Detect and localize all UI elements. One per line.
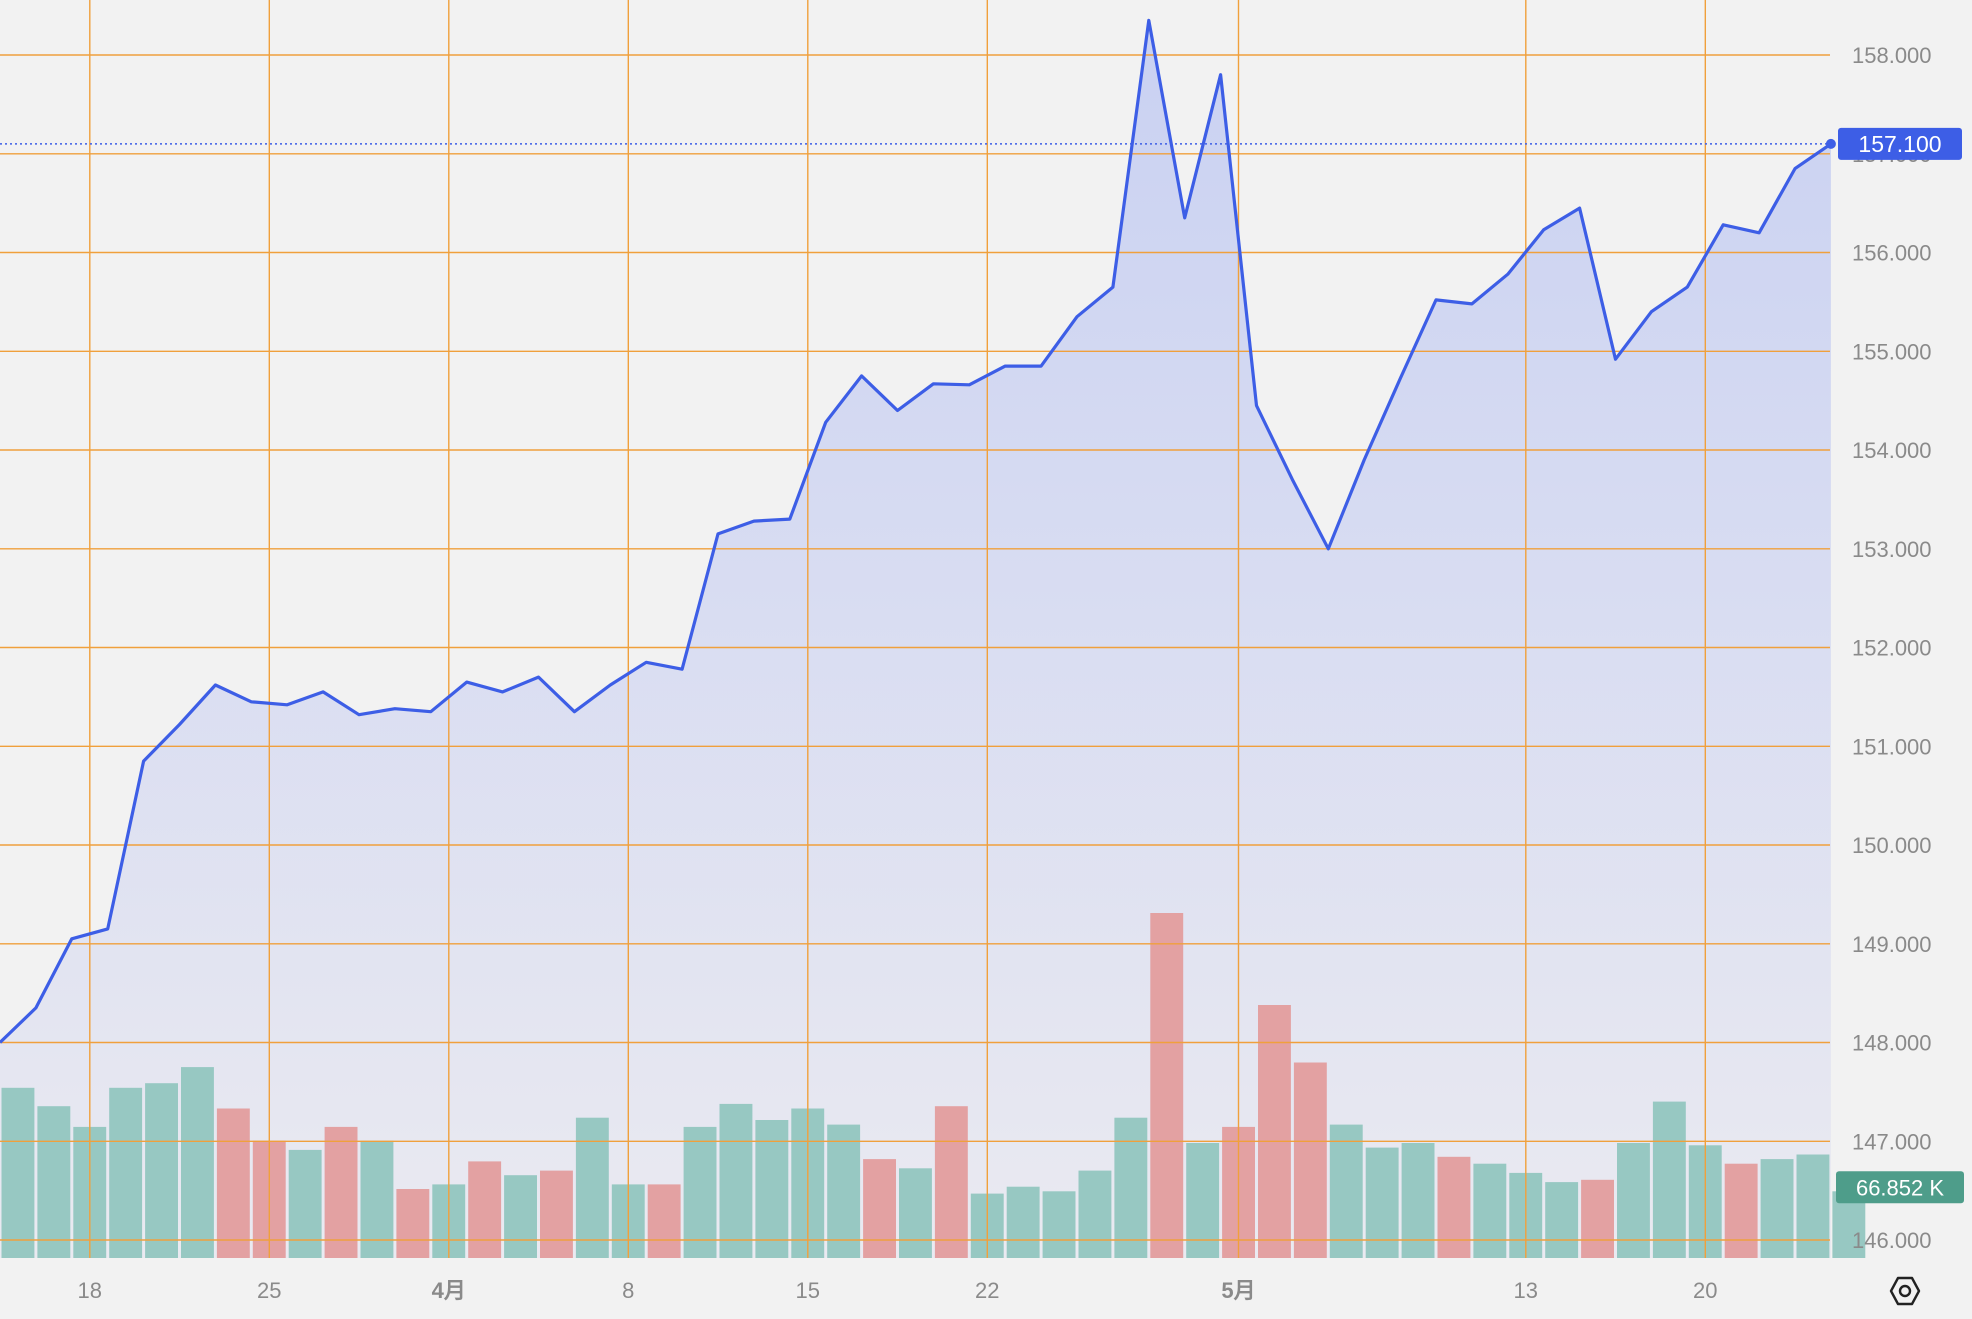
price-line bbox=[0, 18, 1832, 1044]
volume-bar bbox=[1365, 1147, 1399, 1258]
price-area bbox=[0, 20, 1831, 1258]
last-price-label: 157.100 bbox=[1858, 131, 1941, 157]
time-tick-label: 13 bbox=[1514, 1278, 1538, 1303]
volume-bar bbox=[1581, 1179, 1614, 1258]
volume-bar bbox=[575, 1117, 609, 1258]
volume-bar bbox=[899, 1168, 932, 1258]
price-tick-label: 156.000 bbox=[1852, 241, 1932, 266]
volume-bar bbox=[1, 1087, 35, 1258]
volume-bar bbox=[145, 1083, 178, 1258]
volume-bar bbox=[1078, 1170, 1112, 1258]
price-tick-label: 154.000 bbox=[1852, 438, 1932, 463]
price-area-fill bbox=[0, 20, 1831, 1258]
volume-bar bbox=[827, 1124, 861, 1258]
price-tick-label: 158.000 bbox=[1852, 43, 1932, 68]
volume-bar bbox=[1652, 1101, 1686, 1258]
price-tick-label: 150.000 bbox=[1852, 833, 1932, 858]
volume-bar bbox=[1042, 1191, 1076, 1258]
price-tick-label: 152.000 bbox=[1852, 636, 1932, 661]
last-volume-badge bbox=[1836, 1171, 1964, 1204]
price-tick-label: 155.000 bbox=[1852, 339, 1932, 364]
volume-bar bbox=[1473, 1163, 1507, 1258]
volume-bar bbox=[1293, 1062, 1327, 1258]
volume-bar bbox=[719, 1103, 753, 1258]
price-tick-label: 146.000 bbox=[1852, 1228, 1932, 1253]
price-axis[interactable]: 158.000157.000156.000155.000154.000153.0… bbox=[1852, 43, 1932, 1253]
volume-bar bbox=[1186, 1143, 1220, 1258]
volume-bar bbox=[1150, 913, 1184, 1258]
price-tick-label: 151.000 bbox=[1852, 734, 1932, 759]
time-tick-label: 8 bbox=[622, 1278, 634, 1303]
price-tick-label: 148.000 bbox=[1852, 1031, 1932, 1056]
volume-bar bbox=[1760, 1159, 1794, 1258]
volume-bar bbox=[181, 1067, 214, 1258]
volume-bar bbox=[1401, 1143, 1435, 1258]
last-price-dot bbox=[1825, 138, 1836, 149]
time-tick-label: 15 bbox=[796, 1278, 820, 1303]
volume-bar bbox=[1545, 1182, 1579, 1258]
volume-bar bbox=[863, 1159, 896, 1258]
volume-bar bbox=[755, 1120, 789, 1258]
volume-bar bbox=[1329, 1124, 1363, 1258]
settings-button[interactable] bbox=[1888, 1274, 1922, 1308]
last-price-badge bbox=[1838, 127, 1962, 160]
time-tick-label: 20 bbox=[1693, 1278, 1717, 1303]
volume-bar bbox=[109, 1087, 143, 1258]
last-value-labels: 157.100 66.852 K bbox=[1836, 127, 1964, 1204]
last-volume-label: 66.852 K bbox=[1856, 1175, 1944, 1200]
volume-bar bbox=[1114, 1117, 1148, 1258]
time-tick-label: 4月 bbox=[432, 1278, 466, 1303]
time-tick-label: 18 bbox=[78, 1278, 102, 1303]
volume-bar bbox=[1724, 1163, 1758, 1258]
volume-bar bbox=[1796, 1154, 1830, 1258]
price-line-group bbox=[0, 18, 1836, 1044]
time-axis[interactable]: 18 25 4月 8 15 22 5月 13 20 bbox=[78, 1278, 1718, 1303]
volume-bar bbox=[1617, 1143, 1650, 1258]
volume-bar bbox=[683, 1126, 717, 1258]
time-tick-label: 25 bbox=[257, 1278, 281, 1303]
volume-bar bbox=[360, 1140, 394, 1258]
volume-bar bbox=[468, 1161, 502, 1258]
settings-icon bbox=[1889, 1276, 1921, 1306]
volume-bar bbox=[1258, 1005, 1291, 1258]
grid-lines bbox=[0, 0, 1830, 1258]
volume-bar bbox=[540, 1170, 573, 1258]
volume-bar bbox=[396, 1189, 430, 1258]
volume-bar bbox=[1006, 1186, 1040, 1258]
volume-bar bbox=[504, 1175, 537, 1258]
volume-bars bbox=[1, 913, 1866, 1258]
volume-bar bbox=[216, 1108, 250, 1258]
volume-bar bbox=[37, 1106, 71, 1258]
time-tick-label: 5月 bbox=[1221, 1278, 1255, 1303]
volume-bar bbox=[934, 1106, 968, 1258]
volume-bar bbox=[324, 1126, 358, 1258]
volume-bar bbox=[647, 1184, 681, 1258]
volume-bar bbox=[288, 1149, 322, 1258]
price-tick-label: 149.000 bbox=[1852, 932, 1932, 957]
time-tick-label: 22 bbox=[975, 1278, 999, 1303]
volume-bar bbox=[1437, 1156, 1471, 1258]
price-tick-label: 153.000 bbox=[1852, 537, 1932, 562]
price-tick-label: 147.000 bbox=[1852, 1129, 1932, 1154]
